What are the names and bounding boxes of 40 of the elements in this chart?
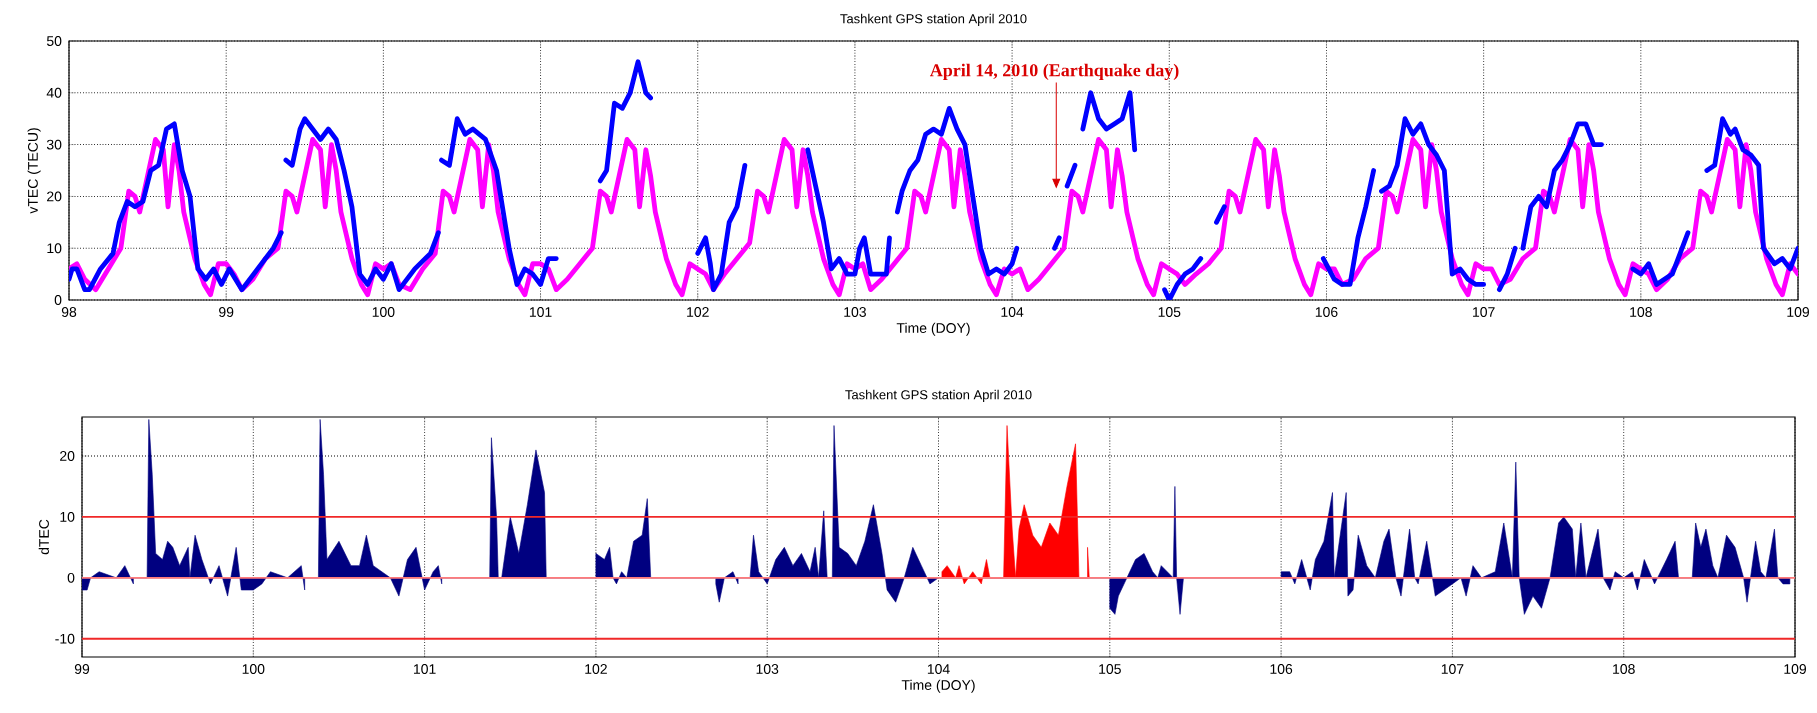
- x-tick-label: 100: [372, 307, 395, 317]
- y-tick-label: 40: [46, 87, 62, 98]
- x-tick-label: 107: [1441, 664, 1464, 674]
- y-tick-label: 10: [47, 243, 62, 254]
- x-tick-label: 104: [1001, 307, 1024, 317]
- x-tick-label: 99: [74, 664, 90, 674]
- x-tick-label: 109: [1787, 307, 1810, 317]
- x-tick-label: 98: [61, 307, 77, 317]
- x-axis-title: Time (DOY): [896, 322, 970, 336]
- x-tick-label: 106: [1270, 664, 1293, 674]
- x-tick-label: 109: [1784, 664, 1807, 674]
- x-tick-label: 101: [413, 664, 436, 674]
- y-tick-label: 0: [67, 572, 75, 583]
- x-tick-label: 101: [529, 307, 552, 317]
- y-tick-label: -10: [55, 633, 75, 644]
- x-axis-title: Time (DOY): [901, 679, 975, 693]
- y-axis-title: vTEC (TECU): [27, 128, 41, 214]
- x-tick-label: 99: [219, 307, 234, 317]
- y-tick-label: 20: [60, 451, 75, 461]
- x-tick-label: 108: [1630, 307, 1652, 317]
- x-tick-label: 105: [1099, 664, 1121, 674]
- x-tick-label: 103: [844, 307, 866, 317]
- y-tick-label: 0: [54, 295, 62, 305]
- x-tick-label: 102: [687, 307, 709, 317]
- x-tick-label: 106: [1315, 307, 1338, 317]
- chart-title: Tashkent GPS station April 2010: [845, 389, 1032, 402]
- x-tick-label: 105: [1158, 307, 1181, 317]
- y-axis-title: dTEC: [38, 519, 49, 555]
- annotation: April 14, 2010 (Earthquake day): [929, 63, 1179, 81]
- x-tick-label: 104: [927, 664, 950, 674]
- x-tick-label: 102: [585, 664, 607, 674]
- x-tick-label: 108: [1613, 664, 1635, 674]
- x-tick-label: 103: [756, 664, 779, 674]
- x-tick-label: 100: [242, 664, 265, 674]
- y-tick-label: 30: [46, 139, 62, 150]
- x-tick-label: 107: [1473, 307, 1495, 317]
- chart-title: Tashkent GPS station April 2010: [840, 13, 1027, 26]
- y-tick-label: 20: [47, 191, 62, 202]
- y-tick-label: 10: [60, 511, 75, 522]
- y-tick-label: 50: [46, 36, 62, 46]
